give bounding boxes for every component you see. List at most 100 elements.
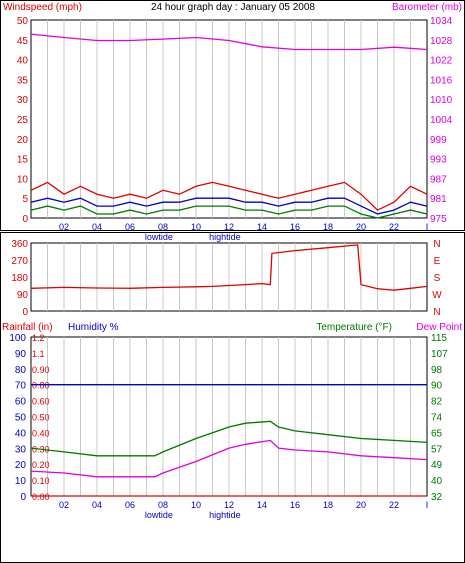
temperature-x-tick-label: 04 [92,500,102,510]
barometer-tick-label: 1004 [430,115,453,126]
temperature-x-tick-label: 08 [158,500,168,510]
wind-x-tick-label: 16 [290,222,300,232]
barometer-axis-title: Barometer (mb) [392,2,462,13]
compass-label: N [433,239,440,250]
temperature-x-tick-label: 02 [59,500,69,510]
temperature-x-tick-label: I [426,500,429,510]
wind-x-tick-label: 10 [191,222,201,232]
wind-tick-label: 25 [17,115,29,126]
barometer-tick-label: 1010 [430,95,453,106]
wind-x-tick-label: I [426,222,429,232]
wind-x-tick-label: 14 [257,222,267,232]
wind-x-tick-label: 02 [59,222,69,232]
wind-tick-label: 35 [17,75,29,86]
dewpoint-axis-title: Dew Point [416,322,462,333]
compass-label: W [432,290,442,301]
humidity-tick-label: 70 [15,381,27,392]
wind-direction-line [30,244,428,291]
direction-tick-label: 0 [22,307,28,318]
compass-label: E [434,256,441,267]
temperature-tick-label: 90 [431,381,443,392]
wind-tick-label: 40 [17,56,29,67]
wind-x-tick-label: 06 [125,222,135,232]
rainfall-axis-title: Rainfall (in) [2,322,53,333]
temperature-x-tick-label: 18 [323,500,333,510]
windspeed-line [30,181,428,211]
humidity-tick-label: 20 [15,460,27,471]
rainfall-tick-label: 0.10 [32,476,50,486]
humidity-tick-label: 90 [15,349,27,360]
temperature-tick-label: 115 [431,333,447,344]
barometer-tick-label: 993 [430,155,447,166]
wind-tick-label: 5 [22,194,28,205]
wind-tick-label: 10 [17,174,29,185]
temperature-tick-label: 40 [431,476,443,487]
humidity-tick-label: 0 [20,492,26,503]
barometer-tick-label: 1034 [430,16,453,27]
barometer-tick-label: 981 [430,194,447,205]
temperature-tick-label: 49 [431,460,443,471]
temperature-tick-label: 107 [431,349,448,360]
temperature-x-lowtide-label: lowtide [145,510,173,520]
temperature-tick-label: 65 [431,428,443,439]
compass-label: S [434,273,441,284]
temperature-x-tick-label: 14 [257,500,267,510]
temperature-x-tick-label: 06 [125,500,135,510]
wind-x-tick-label: 12 [224,222,234,232]
direction-tick-label: 360 [11,239,28,250]
humidity-axis-title: Humidity % [68,322,119,333]
humidity-tick-label: 30 [15,444,27,455]
wind-tick-label: 50 [17,16,29,27]
wind-tick-label: 45 [17,36,29,47]
temperature-axis-title: Temperature (°F) [316,322,392,333]
humidity-tick-label: 40 [15,428,27,439]
rainfall-tick-label: 1.1 [32,349,45,359]
wind-tick-label: 20 [17,135,29,146]
wind-x-tick-label: 04 [92,222,102,232]
rainfall-tick-label: 0.80 [32,381,50,391]
barometer-tick-label: 987 [430,174,447,185]
temperature-line [30,420,428,457]
wind-x-tick-label: 08 [158,222,168,232]
rainfall-tick-label: 0.90 [32,365,50,375]
humidity-tick-label: 10 [15,476,27,487]
wind-min-line [30,205,428,219]
temperature-tick-label: 32 [431,492,443,503]
wind-x-tick-label: 20 [356,222,366,232]
temperature-x-tick-label: 12 [224,500,234,510]
direction-tick-label: 90 [17,290,29,301]
barometer-tick-label: 1028 [430,36,453,47]
compass-label: N [433,307,440,318]
rainfall-tick-label: 1.2 [32,333,45,343]
barometer-tick-label: 999 [430,135,447,146]
barometer-line [30,33,428,51]
temperature-tick-label: 74 [431,413,443,424]
wind-x-lowtide-label: lowtide [145,232,173,242]
dewpoint-line [30,439,428,478]
wind-tick-label: 0 [22,214,28,225]
temperature-tick-label: 82 [431,397,443,408]
rainfall-tick-label: 0.20 [32,460,50,470]
direction-tick-label: 180 [11,273,28,284]
wind-tick-label: 15 [17,155,29,166]
rainfall-tick-label: 0.00 [32,492,50,502]
temperature-tick-label: 57 [431,444,443,455]
temperature-x-hightide-label: hightide [209,510,241,520]
wind-axis-title: Windspeed (mph) [3,2,82,13]
barometer-tick-label: 975 [430,214,447,225]
wind-avg-line [30,197,428,215]
barometer-tick-label: 1016 [430,75,453,86]
temperature-x-tick-label: 10 [191,500,201,510]
temperature-x-tick-label: 22 [389,500,399,510]
rainfall-tick-label: 0.50 [32,413,50,423]
temperature-x-tick-label: 16 [290,500,300,510]
humidity-tick-label: 80 [15,365,27,376]
humidity-tick-label: 60 [15,397,27,408]
wind-x-tick-label: 22 [389,222,399,232]
chart-title: 24 hour graph day : January 05 2008 [151,2,315,13]
humidity-tick-label: 50 [15,413,27,424]
wind-x-hightide-label: hightide [209,232,241,242]
direction-tick-label: 270 [11,256,28,267]
